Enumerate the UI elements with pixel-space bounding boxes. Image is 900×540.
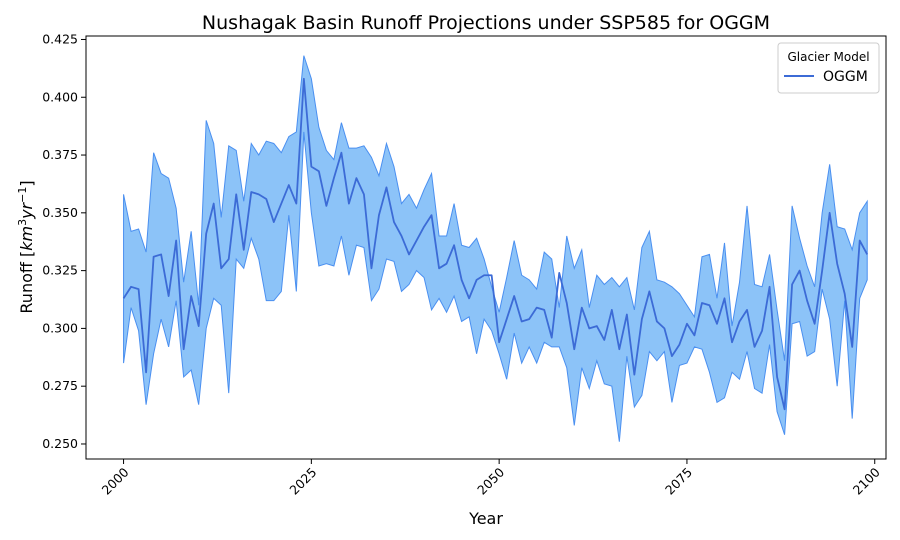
y-axis-label: Runoff [km3yr−1] <box>16 180 36 313</box>
plot-frame <box>85 35 887 460</box>
y-tick-label: 0.350 <box>42 205 78 220</box>
legend: Glacier Model OGGM <box>777 42 880 94</box>
legend-title: Glacier Model <box>787 50 869 64</box>
y-tick-label: 0.425 <box>42 31 78 46</box>
y-tick-label: 0.300 <box>42 320 78 335</box>
y-tick-label: 0.250 <box>42 436 78 451</box>
y-tick-label: 0.275 <box>42 378 78 393</box>
y-tick-label: 0.325 <box>42 263 78 278</box>
chart-title: Nushagak Basin Runoff Projections under … <box>202 12 770 34</box>
legend-box <box>777 42 880 94</box>
plot-area <box>122 55 869 442</box>
y-tick-label: 0.400 <box>42 89 78 104</box>
legend-label-oggm: OGGM <box>823 69 868 85</box>
y-tick-label: 0.375 <box>42 147 78 162</box>
series-line-oggm <box>122 77 869 411</box>
y-axis-ticks: 0.250 0.275 0.300 0.325 0.350 0.375 0.400 0.425 <box>42 31 86 451</box>
x-axis-label: Year <box>468 509 503 528</box>
